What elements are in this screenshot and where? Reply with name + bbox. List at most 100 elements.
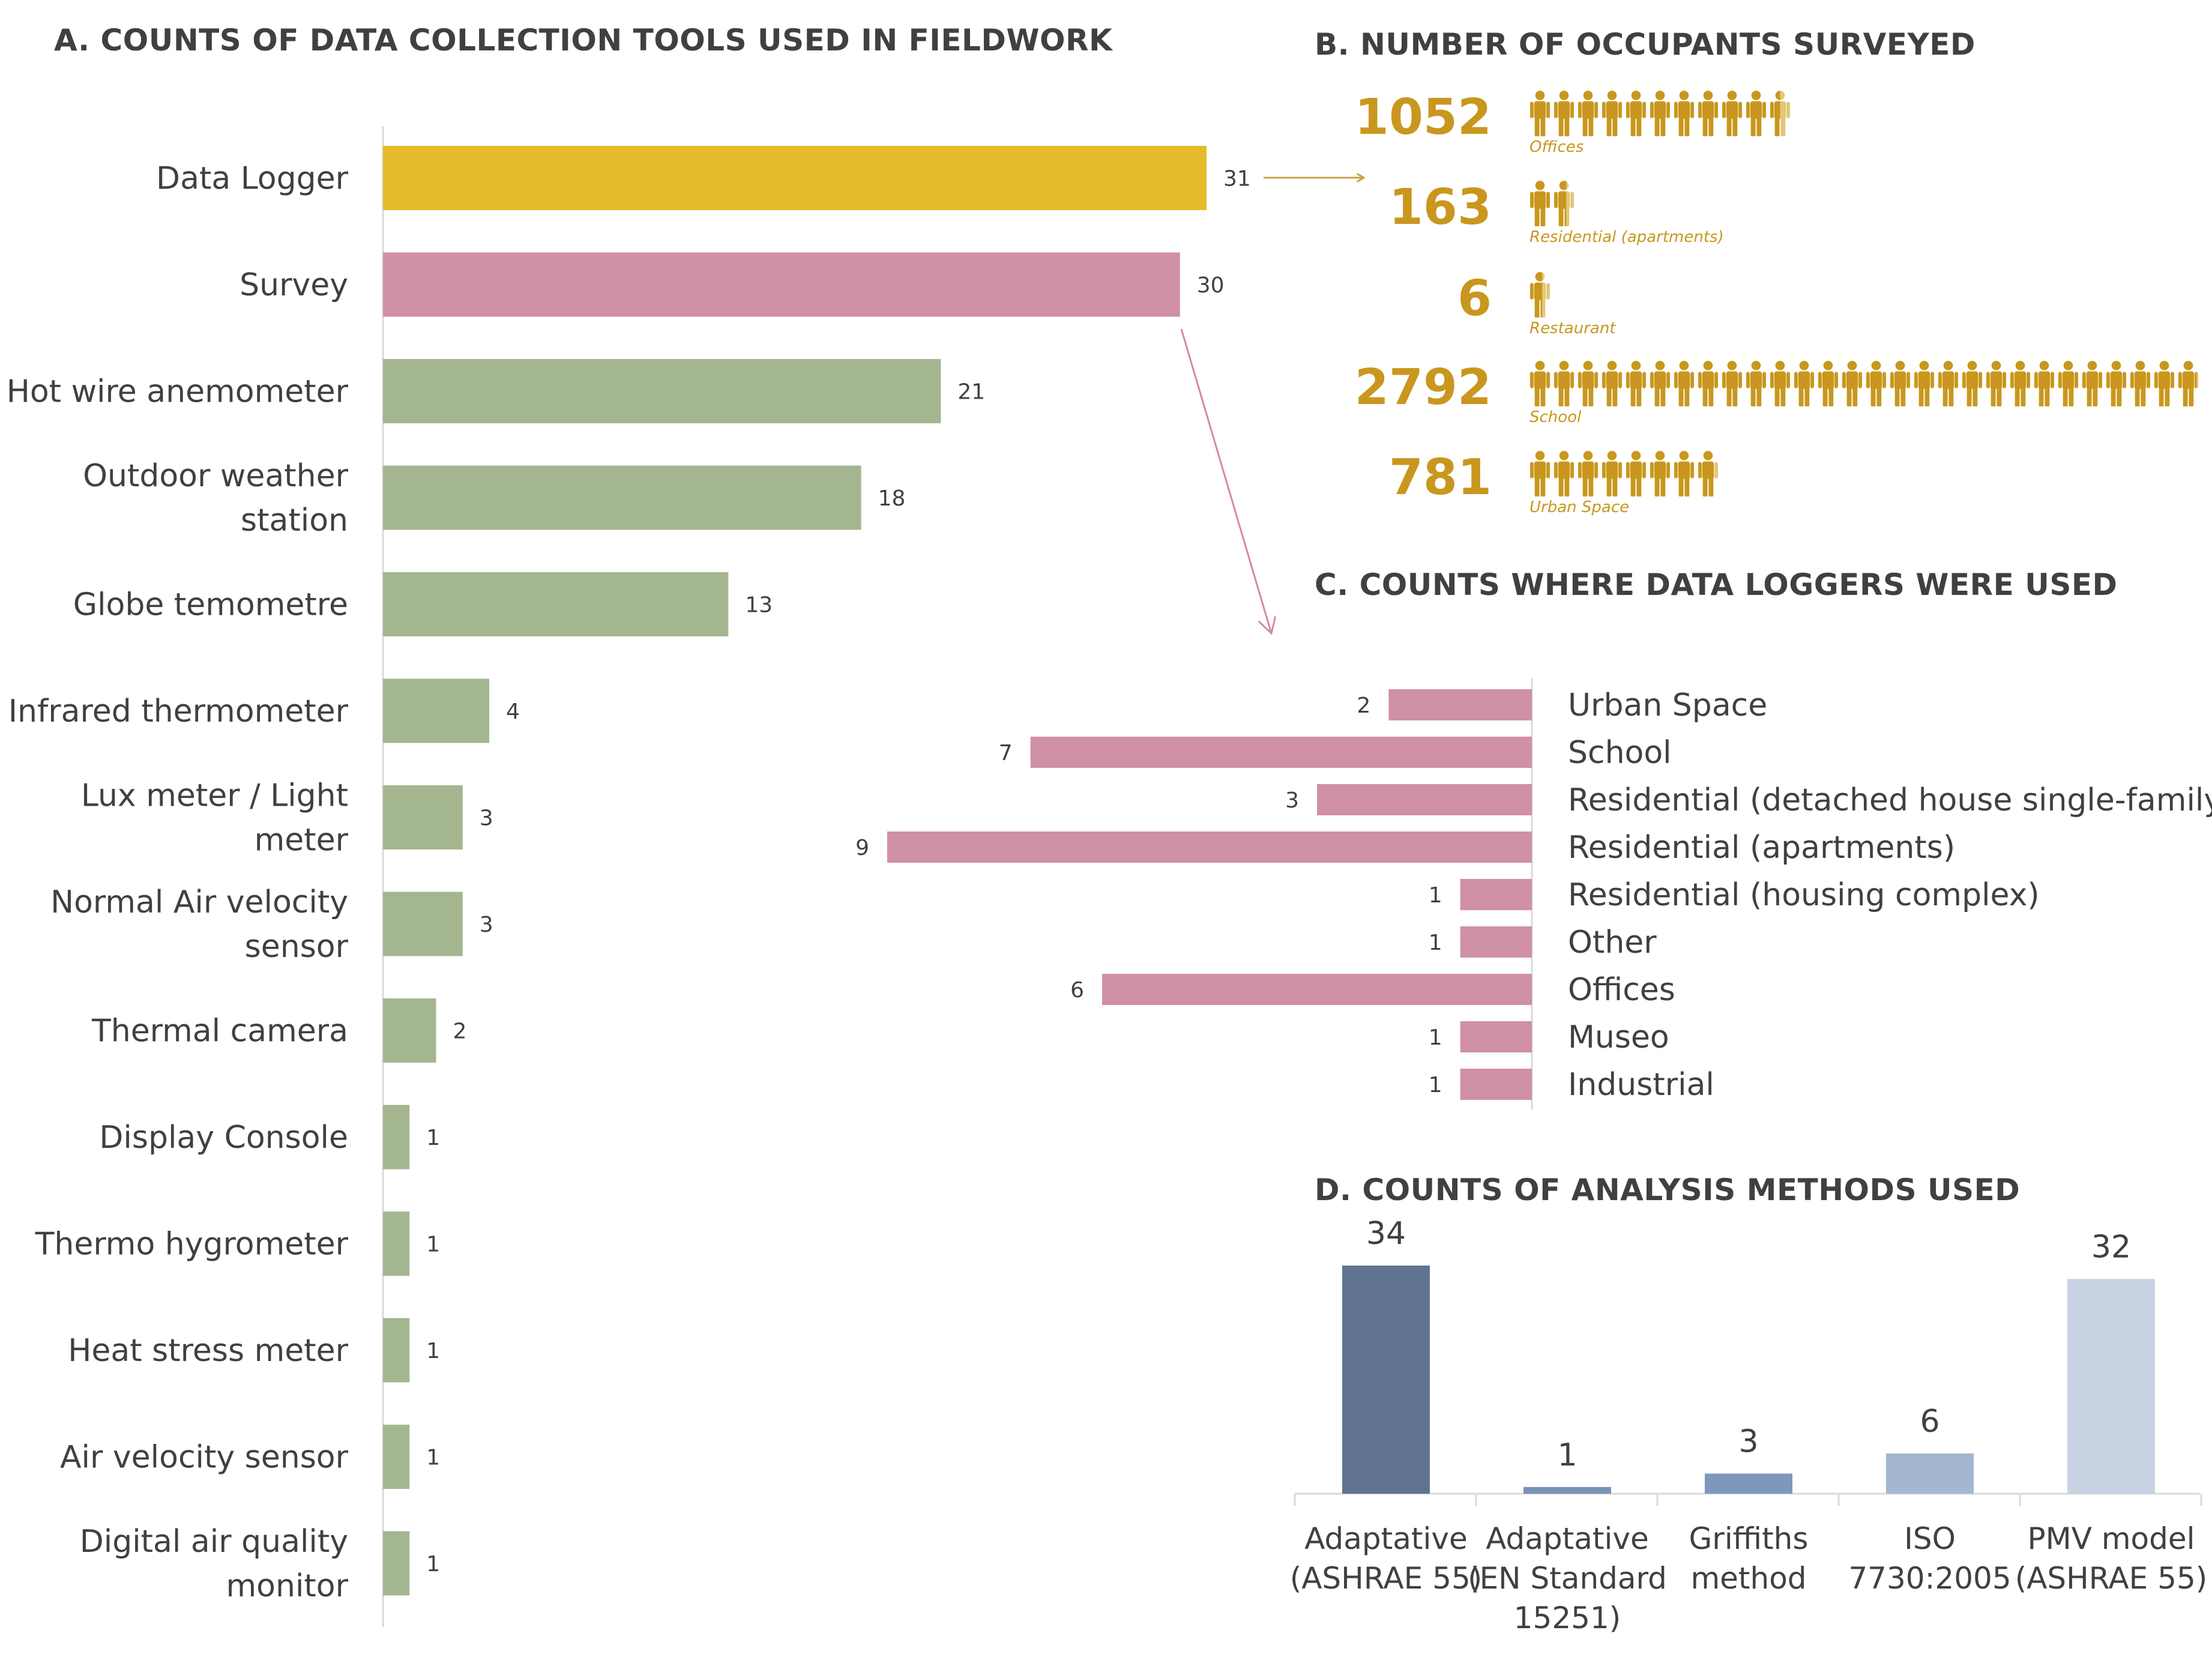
category-label-d: PMV model <box>2027 1521 2195 1556</box>
bar-c <box>1317 784 1532 815</box>
value-label-c: 1 <box>1429 931 1442 955</box>
person-icon <box>1529 272 1551 318</box>
bar-a <box>383 998 436 1063</box>
bar-c <box>1102 974 1532 1005</box>
person-icon <box>2106 361 2127 406</box>
category-label-c: Industrial <box>1568 1067 1714 1103</box>
category-label-c: Residential (detached house single-famil… <box>1568 782 2212 818</box>
category-label-d: ISO <box>1904 1521 1956 1556</box>
person-icon <box>1746 361 1767 406</box>
bar-a <box>383 572 729 636</box>
person-icon <box>1698 91 1719 136</box>
occupant-label: Offices <box>1529 138 1584 156</box>
category-label-a: Thermo hygrometer <box>35 1227 349 1263</box>
person-icon <box>1529 91 1551 136</box>
person-icon <box>1698 451 1719 496</box>
value-label-a: 4 <box>506 699 520 724</box>
category-label-c: Other <box>1568 925 1657 961</box>
bar-a <box>383 146 1207 210</box>
category-label-a: station <box>241 503 348 539</box>
arrow-survey-to-logger-locations <box>1180 328 1271 633</box>
category-label-a: Thermal camera <box>91 1013 348 1049</box>
value-label-d: 3 <box>1738 1423 1758 1459</box>
person-icon <box>1626 91 1647 136</box>
value-label-c: 9 <box>855 836 869 860</box>
person-icon <box>1890 361 1911 406</box>
value-label-a: 30 <box>1197 273 1225 298</box>
value-label-c: 1 <box>1429 883 1442 908</box>
person-icon <box>1602 361 1623 406</box>
category-label-a: Globe temometre <box>73 587 348 623</box>
category-label-a: Air velocity sensor <box>60 1440 349 1476</box>
bar-c <box>1460 879 1532 910</box>
category-label-c: Museo <box>1568 1019 1669 1055</box>
category-label-d: (EN Standard <box>1468 1561 1667 1596</box>
occupant-icons <box>1529 180 1575 227</box>
person-icon <box>2130 361 2151 406</box>
bar-c <box>1030 737 1532 768</box>
category-label-a: Infrared thermometer <box>8 693 349 729</box>
occupant-count: 2792 <box>1354 359 1492 416</box>
occupant-label: Urban Space <box>1529 498 1630 516</box>
person-icon <box>1554 91 1575 136</box>
category-label-a: Data Logger <box>156 161 349 197</box>
person-icon <box>2034 361 2055 406</box>
person-icon <box>1674 361 1695 406</box>
person-icon <box>1602 451 1623 496</box>
occupant-count: 781 <box>1388 449 1492 506</box>
occupant-label: School <box>1529 408 1582 426</box>
person-icon <box>1554 181 1575 226</box>
person-icon <box>1938 361 1959 406</box>
person-icon <box>1578 451 1599 496</box>
person-icon <box>1650 451 1671 496</box>
person-icon <box>1914 361 1935 406</box>
occupant-count: 1052 <box>1354 89 1492 146</box>
category-label-d: (ASHRAE 55) <box>2015 1561 2208 1596</box>
category-label-c: Residential (apartments) <box>1568 830 1955 866</box>
bar-a <box>383 465 861 530</box>
person-icon <box>1842 361 1863 406</box>
person-icon <box>1794 361 1815 406</box>
person-icon <box>1602 91 1623 136</box>
value-label-d: 34 <box>1366 1216 1406 1252</box>
bar-c <box>1460 926 1532 958</box>
person-icon <box>1578 361 1599 406</box>
value-label-d: 32 <box>2091 1229 2131 1265</box>
value-label-a: 21 <box>957 380 985 405</box>
person-icon <box>1866 361 1887 406</box>
category-label-a: Outdoor weather <box>83 458 349 494</box>
person-icon <box>2010 361 2031 406</box>
bar-d <box>1705 1473 1792 1494</box>
person-icon <box>1626 361 1647 406</box>
bar-a <box>383 252 1180 317</box>
bar-d <box>2067 1279 2155 1494</box>
person-icon <box>1986 361 2007 406</box>
bar-a <box>383 1425 410 1489</box>
category-label-a: Normal Air velocity <box>50 884 348 920</box>
person-icon <box>2058 361 2079 406</box>
category-label-d: Adaptative <box>1304 1521 1468 1556</box>
person-icon <box>1529 181 1551 226</box>
bar-a <box>383 892 463 956</box>
value-label-c: 3 <box>1285 788 1299 813</box>
category-label-d: 7730:2005 <box>1848 1561 2011 1596</box>
value-label-a: 1 <box>426 1233 440 1257</box>
person-icon <box>1554 451 1575 496</box>
category-label-a: Display Console <box>99 1120 348 1156</box>
bar-a <box>383 678 490 743</box>
bar-a <box>383 1212 410 1276</box>
person-icon <box>1529 361 1551 406</box>
bar-a <box>383 1318 410 1383</box>
category-label-d: method <box>1690 1561 1806 1596</box>
category-label-a: Survey <box>240 267 348 303</box>
value-label-a: 1 <box>426 1339 440 1363</box>
occupant-icons <box>1529 360 2199 407</box>
value-label-a: 13 <box>745 593 773 618</box>
category-label-a: meter <box>255 822 349 859</box>
bar-c <box>1388 689 1532 720</box>
person-icon <box>1674 451 1695 496</box>
category-label-a: Lux meter / Light <box>81 778 348 814</box>
value-label-c: 6 <box>1070 978 1084 1003</box>
